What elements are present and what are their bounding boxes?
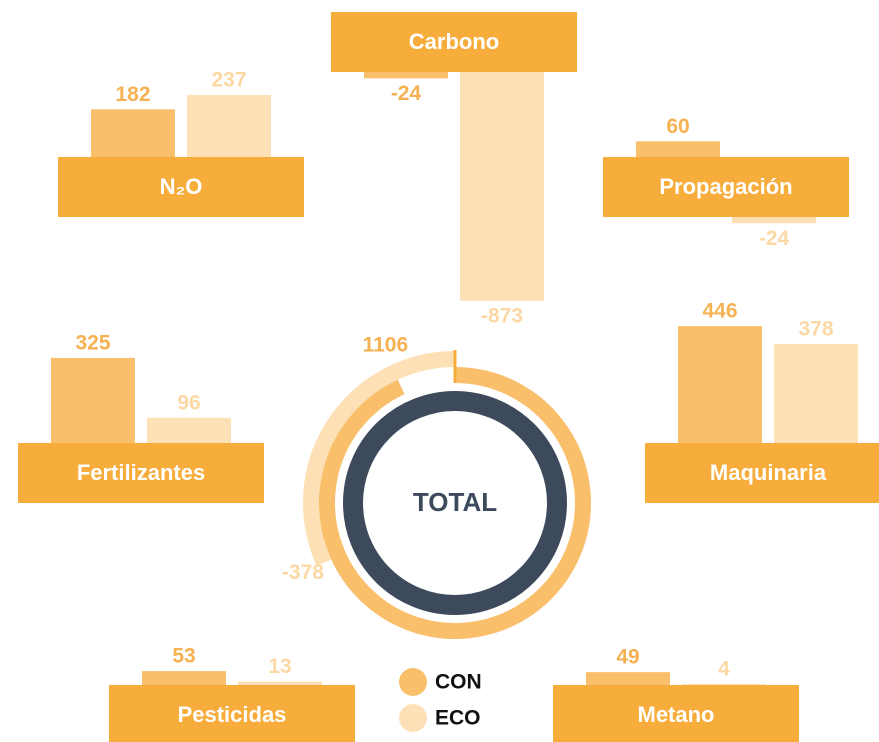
total-con-label: 1106 xyxy=(363,334,409,357)
legend-label: ECO xyxy=(435,707,481,730)
bar-eco xyxy=(147,417,231,443)
total-ring xyxy=(343,391,567,615)
panel-label: Pesticidas xyxy=(178,702,287,727)
legend-swatch xyxy=(399,668,427,696)
bar-con xyxy=(142,671,226,685)
bar-eco xyxy=(732,217,816,224)
value-label-eco: 237 xyxy=(211,68,246,91)
bar-eco xyxy=(460,72,544,301)
total-eco-label: -378 xyxy=(282,561,324,584)
panel-box xyxy=(553,685,799,742)
panel-box xyxy=(109,685,355,742)
panel-label: Propagación xyxy=(659,174,792,199)
value-label-eco: 4 xyxy=(718,657,730,680)
bar-eco xyxy=(682,683,766,685)
value-label-con: 182 xyxy=(115,83,150,106)
panel-label: Carbono xyxy=(409,29,499,54)
panel-box xyxy=(645,443,879,503)
bar-eco xyxy=(774,343,858,443)
panel-box xyxy=(18,443,264,503)
panel-box xyxy=(331,12,577,72)
value-label-con: 60 xyxy=(666,115,689,138)
panel-label: Fertilizantes xyxy=(77,460,205,485)
bar-con xyxy=(364,72,448,79)
panel-label: N₂O xyxy=(160,174,203,199)
value-label-eco: 13 xyxy=(268,655,291,678)
panel-box xyxy=(58,157,304,217)
value-label-con: 325 xyxy=(75,331,110,354)
value-label-con: -24 xyxy=(391,82,422,105)
value-label-eco: -24 xyxy=(759,227,790,250)
bar-eco xyxy=(187,94,271,157)
value-label-eco: -873 xyxy=(481,304,523,327)
value-label-con: 53 xyxy=(172,645,195,668)
total-arc-con xyxy=(319,367,591,639)
bar-con xyxy=(586,672,670,685)
value-label-eco: 96 xyxy=(177,391,200,414)
legend-swatch xyxy=(399,704,427,732)
value-label-con: 446 xyxy=(702,300,737,323)
bar-eco xyxy=(238,681,322,685)
total-arc-eco xyxy=(303,351,456,567)
legend-label: CON xyxy=(435,671,482,694)
panel-box xyxy=(603,157,849,217)
bar-con xyxy=(51,357,135,443)
value-label-con: 49 xyxy=(616,646,639,669)
total-label: TOTAL xyxy=(413,487,497,517)
bar-con xyxy=(678,326,762,443)
panel-label: Metano xyxy=(638,702,715,727)
panel-label: Maquinaria xyxy=(710,460,827,485)
bar-con xyxy=(91,109,175,157)
value-label-eco: 378 xyxy=(798,318,833,341)
bar-con xyxy=(636,141,720,157)
